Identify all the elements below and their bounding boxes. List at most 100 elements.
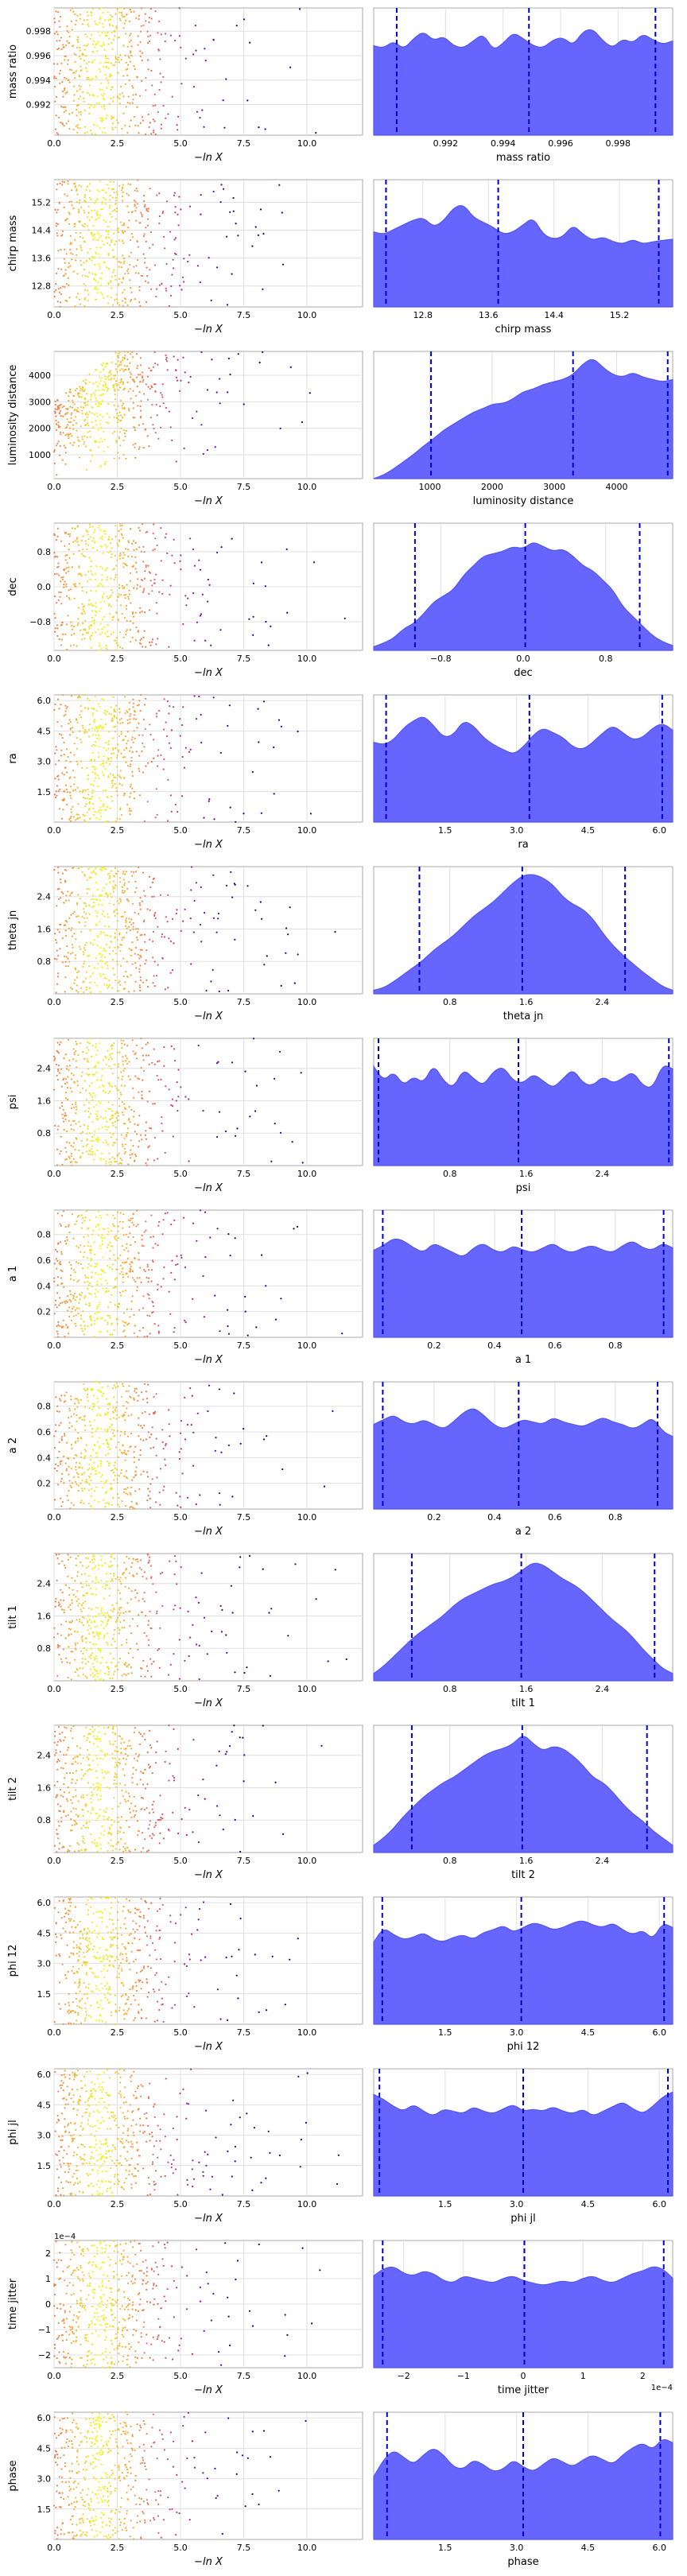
scatter-point <box>124 54 126 57</box>
scatter-point <box>91 1099 94 1101</box>
scatter-point <box>79 1092 81 1094</box>
scatter-point <box>72 1048 75 1050</box>
scatter-point <box>111 950 114 952</box>
scatter-point <box>179 285 181 287</box>
x-tick-label: 1000 <box>419 482 441 492</box>
scatter-point <box>133 718 135 720</box>
scatter-point <box>100 800 103 802</box>
scatter-point <box>59 39 61 42</box>
scatter-point <box>101 628 103 630</box>
scatter-point <box>104 1092 107 1094</box>
scatter-point <box>65 253 68 255</box>
scatter-point <box>151 895 153 898</box>
scatter-point <box>74 1223 76 1225</box>
scatter-point <box>122 231 125 233</box>
scatter-point <box>64 881 67 883</box>
scatter-point <box>107 1407 110 1410</box>
scatter-point <box>110 760 112 762</box>
scatter-point <box>71 1482 73 1484</box>
scatter-point <box>72 727 74 729</box>
scatter-point <box>88 112 91 115</box>
scatter-point <box>150 288 153 290</box>
scatter-point <box>60 1263 62 1266</box>
scatter-point <box>57 778 60 781</box>
scatter-point <box>107 551 110 553</box>
scatter-point <box>60 603 63 605</box>
scatter-point <box>56 1042 59 1044</box>
scatter-point <box>99 208 103 211</box>
scatter-point <box>136 385 138 388</box>
scatter-point <box>56 1330 58 1333</box>
scatter-point <box>114 937 116 939</box>
scatter-point <box>81 91 84 94</box>
scatter-point <box>108 1257 111 1260</box>
scatter-point <box>83 1245 85 1247</box>
scatter-point <box>132 928 134 930</box>
scatter-point <box>89 1472 92 1475</box>
scatter-point <box>145 564 147 567</box>
scatter-point <box>146 1476 149 1478</box>
scatter-point <box>119 1264 122 1267</box>
scatter-point <box>79 220 81 223</box>
scatter-point <box>143 588 146 590</box>
scatter-point <box>194 24 196 27</box>
scatter-point <box>121 14 123 16</box>
scatter-point <box>56 1164 58 1166</box>
scatter-point <box>126 1134 128 1136</box>
scatter-point <box>168 646 170 648</box>
scatter-point <box>86 887 88 890</box>
scatter-point <box>112 232 115 235</box>
scatter-point <box>115 789 118 793</box>
scatter-point <box>111 538 114 541</box>
scatter-point <box>157 1158 159 1160</box>
scatter-point <box>110 1136 112 1139</box>
scatter-point <box>225 884 228 886</box>
scatter-point <box>98 894 100 897</box>
scatter-point <box>160 754 162 756</box>
scatter-point <box>129 572 131 575</box>
scatter-point <box>254 226 257 228</box>
scatter-point <box>96 1224 99 1226</box>
scatter-point <box>64 55 66 57</box>
scatter-point <box>53 17 56 20</box>
scatter-point <box>130 398 132 400</box>
scatter-point <box>114 1446 117 1449</box>
scatter-point <box>99 642 101 645</box>
scatter-point <box>112 1144 114 1146</box>
scatter-point <box>111 1323 113 1325</box>
scatter-point <box>80 111 82 113</box>
scatter-point <box>73 597 76 599</box>
scatter-point <box>145 959 147 961</box>
scatter-point <box>61 285 64 288</box>
scatter-point <box>80 249 83 251</box>
scatter-point <box>160 392 162 394</box>
scatter-point <box>141 1244 143 1247</box>
scatter-point <box>56 1333 59 1335</box>
scatter-point <box>138 526 140 530</box>
scatter-point <box>111 1057 113 1060</box>
scatter-point <box>91 1431 93 1434</box>
scatter-point <box>190 1424 192 1426</box>
scatter-point <box>68 262 70 265</box>
scatter-point <box>103 976 106 980</box>
scatter-point <box>156 813 158 816</box>
y-tick-label: 6.0 <box>37 696 52 706</box>
scatter-point <box>155 288 158 290</box>
scatter-point <box>135 886 138 889</box>
scatter-point <box>87 580 89 583</box>
scatter-point <box>157 1061 159 1063</box>
scatter-point <box>99 582 101 584</box>
scatter-point <box>126 731 129 733</box>
scatter-point <box>96 415 99 417</box>
scatter-point <box>148 17 150 19</box>
scatter-point <box>111 48 114 50</box>
scatter-point <box>60 431 62 433</box>
scatter-point <box>91 707 93 710</box>
scatter-point <box>76 737 78 739</box>
scatter-point <box>83 19 85 21</box>
scatter-point <box>86 917 88 919</box>
scatter-point <box>152 118 154 121</box>
scatter-point <box>103 430 105 433</box>
scatter-point <box>184 747 187 749</box>
scatter-point <box>128 56 130 59</box>
